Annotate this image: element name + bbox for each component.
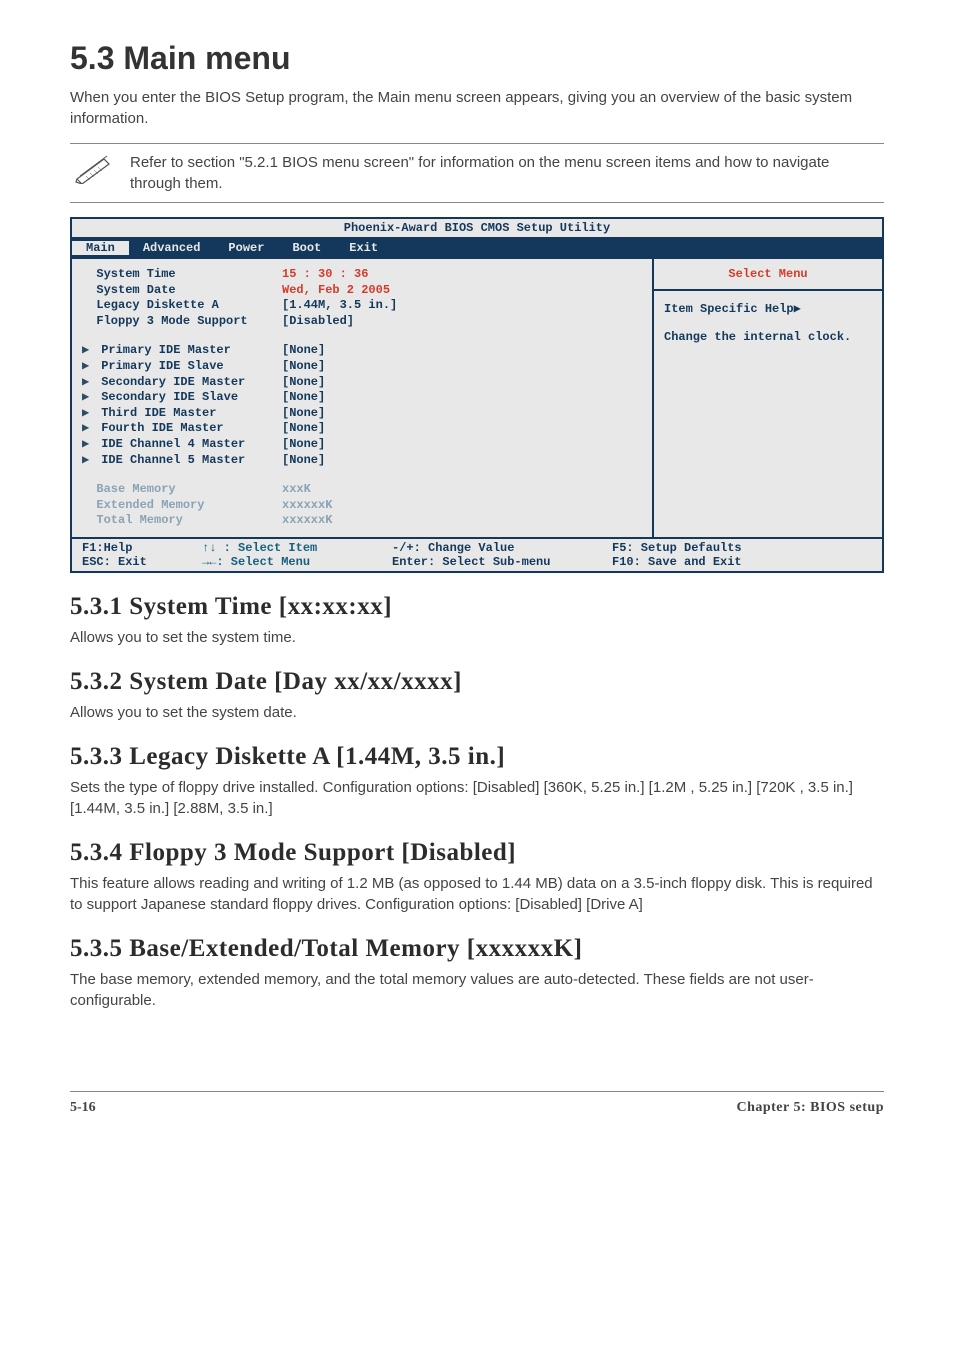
bios-row-label: ▶ Secondary IDE Master — [82, 375, 282, 391]
bios-row: Legacy Diskette A [1.44M, 3.5 in.] — [82, 298, 642, 314]
submenu-triangle-icon: ▶ — [82, 437, 94, 453]
subsection-text: Allows you to set the system time. — [70, 627, 884, 648]
bios-footer-cell: ↑↓ : Select Item — [202, 541, 392, 555]
bios-row-value: [None] — [282, 421, 325, 437]
page-footer: 5-16 Chapter 5: BIOS setup — [70, 1091, 884, 1116]
subsection-text: This feature allows reading and writing … — [70, 873, 884, 915]
bios-help-title: Select Menu — [654, 267, 882, 291]
bios-help-panel: Select Menu Item Specific Help▶ Change t… — [652, 259, 882, 537]
bios-footer-cell: Enter: Select Sub-menu — [392, 555, 612, 569]
subsection-title: 5.3.2 System Date [Day xx/xx/xxxx] — [70, 668, 884, 696]
submenu-triangle-icon: ▶ — [82, 343, 94, 359]
bios-row-value: 15 : 30 : 36 — [282, 267, 368, 283]
bios-row-value: [None] — [282, 343, 325, 359]
bios-screenshot: Phoenix-Award BIOS CMOS Setup Utility Ma… — [70, 217, 884, 573]
bios-row-label: ▶ Primary IDE Slave — [82, 359, 282, 375]
bios-row-label: System Time — [82, 267, 282, 283]
bios-tab-main: Main — [72, 241, 129, 255]
bios-tab-power: Power — [214, 241, 278, 255]
bios-tabs: MainAdvancedPowerBootExit — [72, 239, 882, 257]
bios-row: System DateWed, Feb 2 2005 — [82, 283, 642, 299]
subsection-text: The base memory, extended memory, and th… — [70, 969, 884, 1011]
chapter-label: Chapter 5: BIOS setup — [736, 1100, 884, 1116]
bios-row: ▶ Fourth IDE Master [None] — [82, 421, 642, 437]
bios-footer-cell: -/+: Change Value — [392, 541, 612, 555]
bios-row-label: Total Memory — [82, 513, 282, 529]
bios-row-label: ▶ Secondary IDE Slave — [82, 390, 282, 406]
bios-footer-cell: F10: Save and Exit — [612, 555, 872, 569]
bios-row-value: xxxxxxK — [282, 513, 332, 529]
bios-row: ▶ Secondary IDE Slave [None] — [82, 390, 642, 406]
bios-tab-exit: Exit — [335, 241, 392, 255]
submenu-triangle-icon: ▶ — [82, 453, 94, 469]
bios-row-value: Wed, Feb 2 2005 — [282, 283, 390, 299]
bios-row: ▶ IDE Channel 5 Master [None] — [82, 453, 642, 469]
bios-tab-advanced: Advanced — [129, 241, 215, 255]
note-text: Refer to section "5.2.1 BIOS menu screen… — [130, 152, 880, 194]
bios-row-value: [None] — [282, 359, 325, 375]
bios-row: System Time15 : 30 : 36 — [82, 267, 642, 283]
bios-row: ▶ Primary IDE Slave [None] — [82, 359, 642, 375]
bios-row-label: Legacy Diskette A — [82, 298, 282, 314]
bios-row-label: ▶ Fourth IDE Master — [82, 421, 282, 437]
submenu-triangle-icon: ▶ — [82, 406, 94, 422]
section-intro: When you enter the BIOS Setup program, t… — [70, 87, 884, 129]
bios-row: Base Memory xxxK — [82, 482, 642, 498]
bios-help-line: Change the internal clock. — [664, 330, 872, 344]
subsection-title: 5.3.5 Base/Extended/Total Memory [xxxxxx… — [70, 935, 884, 963]
bios-footer-cell: →←: Select Menu — [202, 555, 392, 569]
bios-row: ▶ Secondary IDE Master [None] — [82, 375, 642, 391]
bios-row-value: [None] — [282, 453, 325, 469]
note-box: Refer to section "5.2.1 BIOS menu screen… — [70, 143, 884, 203]
submenu-triangle-icon: ▶ — [82, 375, 94, 391]
bios-footer-cell: F5: Setup Defaults — [612, 541, 872, 555]
bios-row-value: [None] — [282, 406, 325, 422]
subsection-text: Sets the type of floppy drive installed.… — [70, 777, 884, 819]
bios-footer-cell: F1:Help — [82, 541, 202, 555]
bios-row-value: [Disabled] — [282, 314, 354, 330]
bios-row-label: ▶ Third IDE Master — [82, 406, 282, 422]
bios-row-value: xxxxxxK — [282, 498, 332, 514]
bios-title: Phoenix-Award BIOS CMOS Setup Utility — [72, 219, 882, 239]
section-title: 5.3 Main menu — [70, 40, 884, 77]
submenu-triangle-icon: ▶ — [82, 421, 94, 437]
pencil-icon — [74, 152, 114, 189]
submenu-triangle-icon: ▶ — [82, 359, 94, 375]
bios-row-value: [1.44M, 3.5 in.] — [282, 298, 397, 314]
bios-row-label: ▶ IDE Channel 5 Master — [82, 453, 282, 469]
bios-row-label: ▶ Primary IDE Master — [82, 343, 282, 359]
bios-row-label: ▶ IDE Channel 4 Master — [82, 437, 282, 453]
bios-body: System Time15 : 30 : 36 System DateWed, … — [72, 257, 882, 537]
bios-row: ▶ IDE Channel 4 Master [None] — [82, 437, 642, 453]
bios-footer: F1:Help↑↓ : Select Item-/+: Change Value… — [72, 537, 882, 571]
subsection-text: Allows you to set the system date. — [70, 702, 884, 723]
bios-row-label: System Date — [82, 283, 282, 299]
bios-row-label: Base Memory — [82, 482, 282, 498]
bios-row-value: [None] — [282, 375, 325, 391]
bios-row: Total Memory xxxxxxK — [82, 513, 642, 529]
bios-row: ▶ Primary IDE Master [None] — [82, 343, 642, 359]
bios-row-label: Extended Memory — [82, 498, 282, 514]
bios-row-value: xxxK — [282, 482, 311, 498]
bios-row: Extended Memory xxxxxxK — [82, 498, 642, 514]
bios-row: Floppy 3 Mode Support [Disabled] — [82, 314, 642, 330]
page-number: 5-16 — [70, 1100, 96, 1116]
bios-footer-cell: ESC: Exit — [82, 555, 202, 569]
bios-row-label: Floppy 3 Mode Support — [82, 314, 282, 330]
bios-help-line — [664, 316, 872, 330]
subsection-title: 5.3.1 System Time [xx:xx:xx] — [70, 593, 884, 621]
bios-tab-boot: Boot — [278, 241, 335, 255]
bios-help-line: Item Specific Help▶ — [664, 301, 872, 316]
bios-main-panel: System Time15 : 30 : 36 System DateWed, … — [72, 259, 652, 537]
bios-row-value: [None] — [282, 437, 325, 453]
bios-row-value: [None] — [282, 390, 325, 406]
subsection-title: 5.3.3 Legacy Diskette A [1.44M, 3.5 in.] — [70, 743, 884, 771]
submenu-triangle-icon: ▶ — [82, 390, 94, 406]
bios-row: ▶ Third IDE Master [None] — [82, 406, 642, 422]
subsection-title: 5.3.4 Floppy 3 Mode Support [Disabled] — [70, 839, 884, 867]
